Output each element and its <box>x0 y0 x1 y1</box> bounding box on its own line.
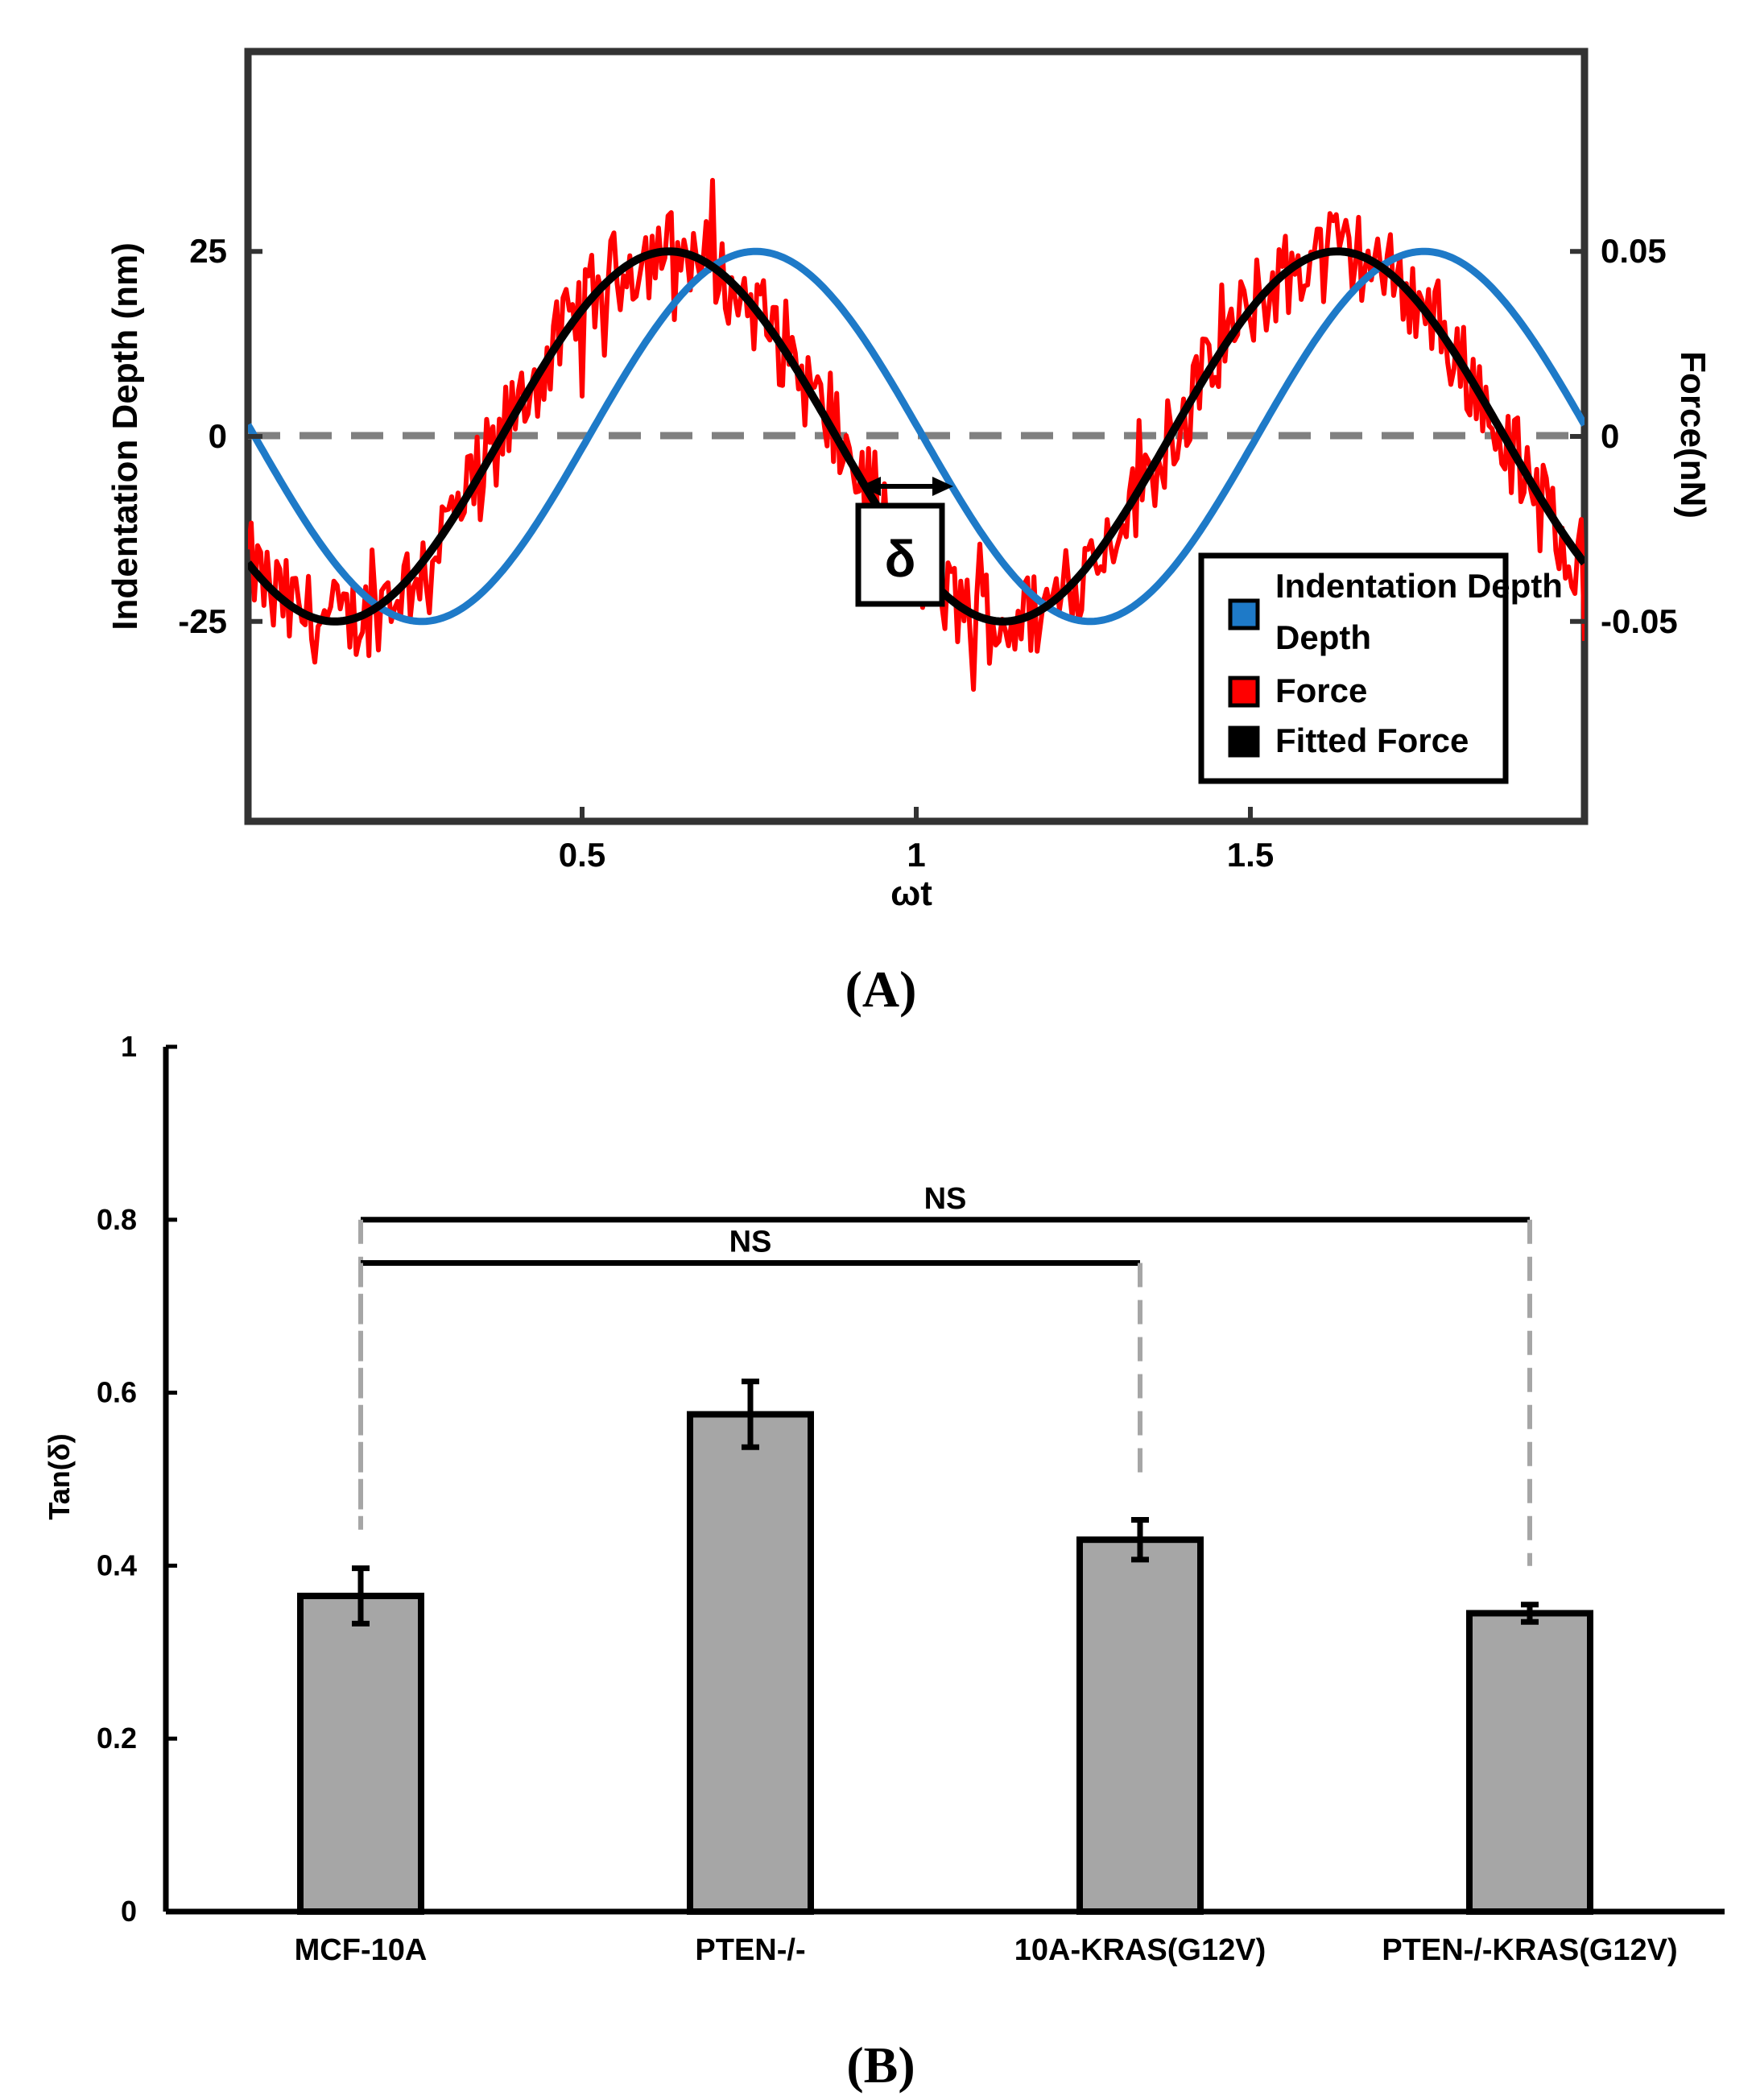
panel-a-chart: 0.5 1 1.5 25 0 -25 0.05 0 -0.05 Indentation Dept… <box>105 48 1713 1018</box>
significance-label: NS <box>729 1226 772 1259</box>
y-tick-label-right: 0.05 <box>1601 232 1667 270</box>
category-label: 10A-KRAS(G12V) <box>1014 1933 1266 1967</box>
y-axis-label-b: Tan(δ) <box>43 1433 76 1519</box>
legend-swatch-fitted-force <box>1228 725 1260 758</box>
bar <box>1466 1610 1593 1915</box>
category-label: PTEN-/-KRAS(G12V) <box>1382 1933 1677 1967</box>
bar <box>687 1411 814 1915</box>
y-tick-label-left: 25 <box>189 232 227 270</box>
y-tick-label-left: 0 <box>209 417 227 455</box>
significance-label: NS <box>924 1182 967 1216</box>
x-tick-label: 1.5 <box>1227 836 1274 874</box>
x-tick-label: 1 <box>907 836 925 874</box>
y-tick-label-b: 1 <box>121 1030 137 1063</box>
panel-b-chart: 0 0.2 0.4 0.6 0.8 1 MCF-10A PTEN-/- 10A-KRAS(G1… <box>43 1030 1725 2094</box>
legend-label-indentation-cont: Depth <box>1275 618 1371 656</box>
y-tick-label-left: -25 <box>178 602 227 640</box>
y-tick-label-b: 0 <box>121 1895 137 1928</box>
x-tick-label: 0.5 <box>559 836 605 874</box>
bar <box>1076 1536 1204 1916</box>
legend-swatch-indentation <box>1228 598 1260 630</box>
legend-swatch-force <box>1228 676 1260 708</box>
legend-label-fitted-force: Fitted Force <box>1275 721 1469 759</box>
legend: Indentation Depth Depth Force Fitted For… <box>1198 552 1563 784</box>
indentation-depth-line <box>248 247 1585 626</box>
x-axis-label: ωt <box>890 874 932 913</box>
category-label: MCF-10A <box>295 1933 428 1967</box>
delta-symbol: δ <box>885 530 916 588</box>
y-tick-label-b: 0.4 <box>97 1548 137 1581</box>
panel-label-a: (A) <box>845 961 917 1018</box>
phase-lag-annotation: δ <box>855 477 953 607</box>
y-tick-label-b: 0.8 <box>97 1203 137 1236</box>
category-label: PTEN-/- <box>695 1933 805 1967</box>
y-tick-label-b: 0.6 <box>97 1376 137 1409</box>
panel-label-b: (B) <box>846 2036 915 2094</box>
bar <box>297 1592 424 1915</box>
legend-label-indentation: Indentation Depth <box>1275 567 1563 605</box>
y-tick-label-right: 0 <box>1601 417 1619 455</box>
y-tick-label-b: 0.2 <box>97 1722 137 1755</box>
legend-label-force: Force <box>1275 672 1367 709</box>
y-tick-label-right: -0.05 <box>1601 602 1678 640</box>
y-axis-label-left: Indentation Depth (nm) <box>105 242 145 630</box>
y-axis-label-right: Force(nN) <box>1673 351 1713 519</box>
